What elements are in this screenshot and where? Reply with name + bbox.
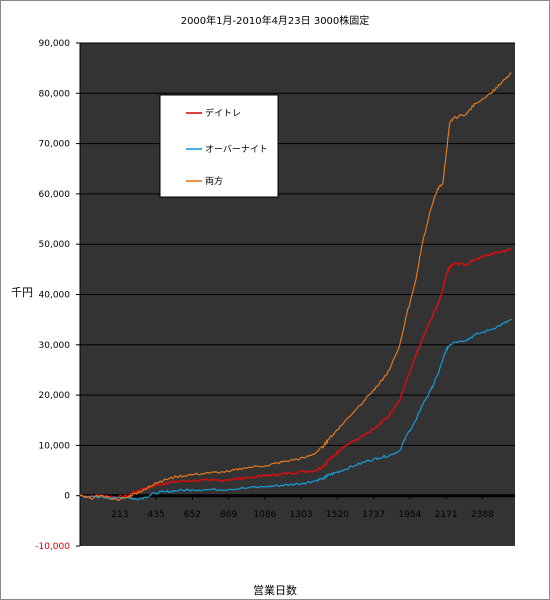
x-tick-label: 1737 [362,510,385,520]
legend-label-0: デイトレ [205,107,241,119]
series-line-2 [79,72,512,501]
y-tick-label: 20,000 [39,391,71,401]
series-line-1 [79,319,512,501]
legend-label-1: オーバーナイト [205,144,268,155]
legend-box [159,94,279,198]
y-tick-label: 30,000 [39,341,71,351]
x-tick-label: 1954 [398,510,421,520]
y-tick-label: 0 [64,492,70,502]
x-tick-label: 652 [184,510,201,520]
x-tick-label: 869 [220,510,237,520]
y-tick-label: 60,000 [39,190,71,200]
legend-label-2: 両方 [205,175,223,187]
y-axis-label: 千円 [11,286,33,299]
x-tick-label: 1086 [253,510,276,520]
x-tick-label: 213 [111,510,128,520]
x-tick-label: 1520 [326,510,349,520]
y-tick-label: 10,000 [39,441,71,451]
y-tick-label: 90,000 [39,39,71,49]
series-line-0 [79,248,512,500]
y-tick-label: 40,000 [39,291,71,301]
y-tick-label: 70,000 [39,140,71,150]
y-tick-label: -10,000 [35,542,70,552]
x-axis-label: 営業日数 [253,584,297,597]
x-tick-label: 2388 [471,510,494,520]
y-tick-label: 80,000 [39,89,71,99]
x-tick-label: 435 [148,510,165,520]
x-tick-label: 2171 [435,510,458,520]
y-tick-label: 50,000 [39,240,71,250]
x-tick-label: 1303 [290,510,313,520]
chart-title: 2000年1月-2010年4月23日 3000株固定 [180,16,370,27]
